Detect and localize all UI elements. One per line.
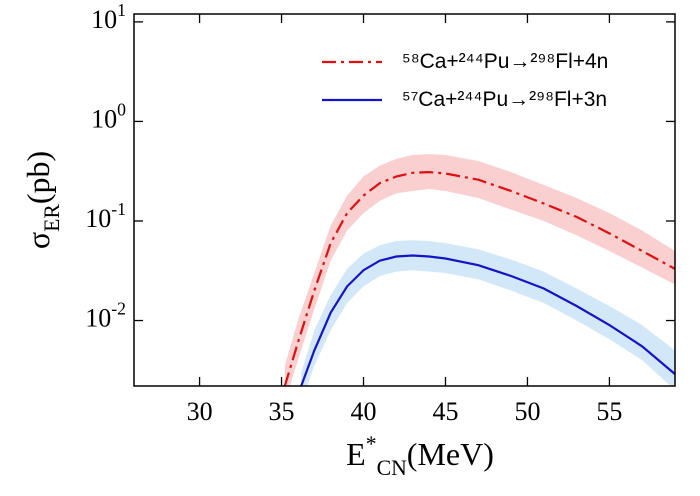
lines xyxy=(283,170,675,386)
legend-label: ⁵⁷Ca+²⁴⁴Pu→²⁹⁸Fl+3n xyxy=(402,88,607,111)
y-axis-label: σER(pb) xyxy=(20,151,64,249)
x-axis-label: E*CN(MeV) xyxy=(346,432,494,480)
y-tick-label: 101 xyxy=(91,0,126,34)
y-tick-label: 10-2 xyxy=(85,299,126,333)
uncertainty-band xyxy=(284,154,675,386)
x-tick-label: 40 xyxy=(351,397,377,426)
x-tick-label: 30 xyxy=(187,397,213,426)
y-tick-label: 10-1 xyxy=(85,199,126,233)
y-tick-label: 100 xyxy=(91,99,126,133)
series-line xyxy=(300,254,675,386)
x-tick-label: 50 xyxy=(514,397,540,426)
x-tick-label: 35 xyxy=(269,397,295,426)
bands xyxy=(284,154,675,386)
legend-label: ⁵⁸Ca+²⁴⁴Pu→²⁹⁸Fl+4n xyxy=(402,50,608,73)
x-tick-label: 55 xyxy=(596,397,622,426)
uncertainty-band xyxy=(301,240,675,386)
series-line xyxy=(283,170,675,386)
plot-frame xyxy=(133,13,676,387)
x-tick-label: 45 xyxy=(432,397,458,426)
